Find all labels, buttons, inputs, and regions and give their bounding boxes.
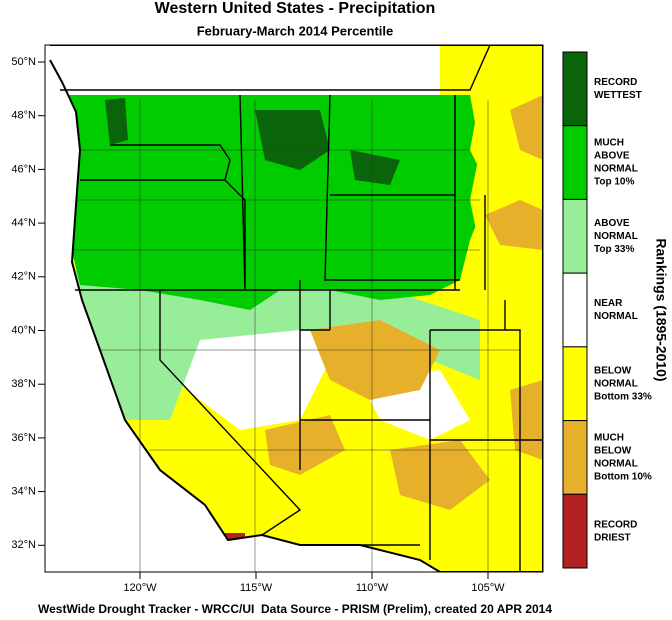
legend-label: Top 33%	[594, 244, 634, 255]
legend-label: BELOW	[594, 446, 632, 457]
lon-label: 115°W	[240, 582, 273, 594]
legend-label: NORMAL	[594, 378, 638, 389]
lat-label: 40°N	[11, 324, 36, 336]
legend-label: MUCH	[594, 433, 624, 444]
legend-label: Bottom 10%	[594, 472, 652, 483]
title: Western United States - Precipitation	[155, 0, 436, 17]
subtitle: February-March 2014 Percentile	[197, 23, 394, 38]
lat-label: 44°N	[11, 217, 36, 229]
legend-label: ABOVE	[594, 218, 630, 229]
lon-label: 110°W	[356, 582, 389, 594]
legend-swatch	[562, 420, 588, 495]
legend-swatch	[562, 125, 588, 200]
legend: RECORD WETTEST MUCH ABOVE NORMAL Top 10% ABOVE…	[562, 51, 652, 569]
legend-label: NORMAL	[594, 459, 638, 470]
lat-label: 46°N	[11, 163, 36, 175]
legend-label: NORMAL	[594, 231, 638, 242]
legend-label: Bottom 33%	[594, 391, 652, 402]
lat-label: 42°N	[11, 271, 36, 283]
footer: WestWide Drought Tracker - WRCC/UI Data …	[38, 602, 552, 616]
lat-label: 48°N	[11, 110, 36, 122]
lon-label: 120°W	[123, 582, 157, 594]
legend-label: RECORD	[594, 519, 637, 530]
legend-label: ABOVE	[594, 151, 630, 162]
legend-label: MUCH	[594, 138, 624, 149]
legend-swatch	[562, 272, 588, 348]
legend-label: NEAR	[594, 298, 623, 309]
legend-label: DRIEST	[594, 532, 631, 543]
legend-swatch	[562, 51, 588, 127]
map-frame	[44, 44, 544, 573]
legend-swatch	[562, 493, 588, 569]
lat-label: 32°N	[11, 539, 36, 551]
legend-label: WETTEST	[594, 90, 642, 101]
lat-label: 38°N	[11, 378, 36, 390]
map	[49, 45, 543, 572]
legend-label: BELOW	[594, 365, 632, 376]
lat-label: 34°N	[11, 486, 36, 498]
legend-label: Top 10%	[594, 177, 634, 188]
legend-label: NORMAL	[594, 164, 638, 175]
legend-label: NORMAL	[594, 311, 638, 322]
legend-label: RECORD	[594, 77, 637, 88]
legend-title: Rankings (1895-2010)	[653, 238, 669, 381]
lat-label: 36°N	[11, 432, 36, 444]
lat-label: 50°N	[11, 56, 36, 68]
legend-swatch	[562, 346, 588, 422]
lon-label: 105°W	[471, 582, 505, 594]
legend-swatch	[562, 198, 588, 274]
